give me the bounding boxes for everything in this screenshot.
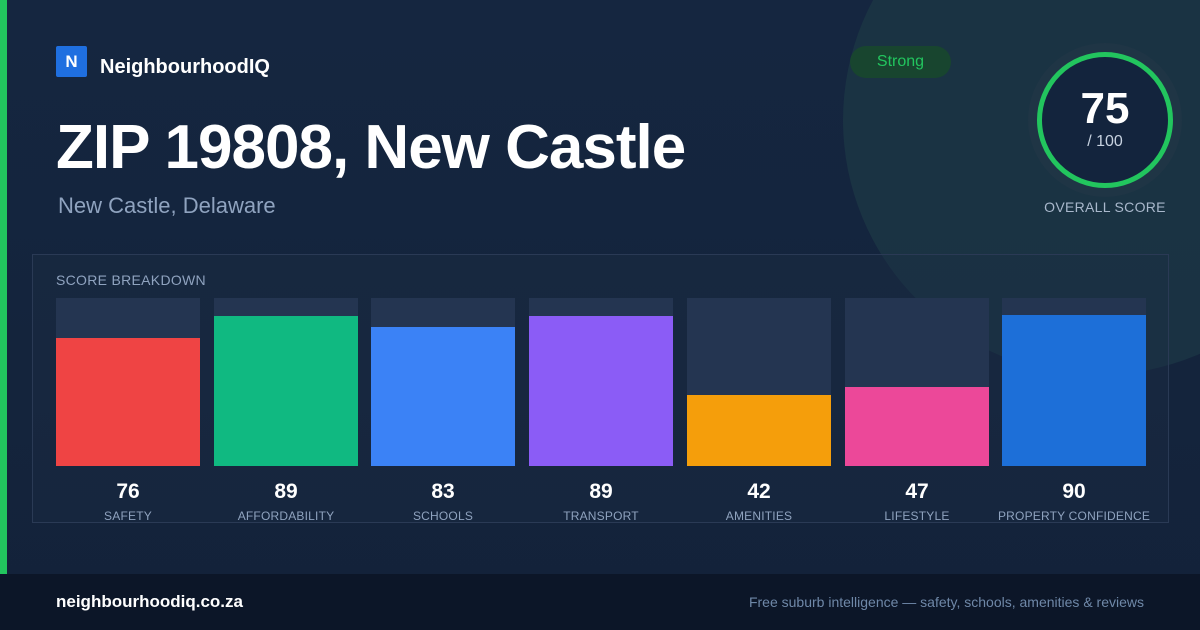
score-bar-label: SAFETY <box>104 509 152 523</box>
score-bar-track <box>371 298 515 466</box>
footer-tagline: Free suburb intelligence — safety, schoo… <box>748 594 1144 610</box>
score-bar <box>529 316 673 466</box>
score-bar-value: 83 <box>431 480 455 503</box>
overall-score-label: OVERALL SCORE <box>1044 199 1166 215</box>
score-bar-value: 90 <box>1062 480 1086 503</box>
location-subtitle: New Castle, Delaware <box>58 193 276 218</box>
score-bar-value: 89 <box>589 480 613 503</box>
page-title: ZIP 19808, New Castle <box>56 113 686 182</box>
score-bar-track <box>56 298 200 466</box>
score-bar-label: PROPERTY CONFIDENCE <box>997 509 1151 523</box>
score-bar <box>56 338 200 466</box>
score-bar-label: SCHOOLS <box>412 509 474 523</box>
score-bar <box>687 395 831 466</box>
score-bar-track <box>687 298 831 466</box>
score-bar-track <box>529 298 673 466</box>
score-breakdown-title: SCORE BREAKDOWN <box>56 272 206 288</box>
score-bar-label: TRANSPORT <box>563 509 639 523</box>
overall-score-value: 75 <box>1080 84 1130 133</box>
brand-name: NeighbourhoodIQ <box>100 56 270 78</box>
score-bar-label: AMENITIES <box>725 509 793 523</box>
score-bar-value: 42 <box>747 480 771 503</box>
score-bar-label: LIFESTYLE <box>884 509 950 523</box>
score-bar <box>845 387 989 466</box>
accent-stripe <box>0 0 7 574</box>
brand-logo-letter: N <box>65 51 78 71</box>
score-bar-value: 47 <box>905 480 929 503</box>
score-bar <box>371 327 515 466</box>
score-bar-label: AFFORDABILITY <box>237 509 335 523</box>
score-bar-track <box>214 298 358 466</box>
score-bar <box>1002 315 1146 466</box>
score-bar-value: 89 <box>274 480 298 503</box>
brand-logo-icon: N <box>56 46 87 77</box>
footer <box>0 574 1200 630</box>
score-bar-track <box>1002 298 1146 466</box>
footer-url[interactable]: neighbourhoodiq.co.za <box>56 592 243 611</box>
score-bar-track <box>845 298 989 466</box>
score-bar-value: 76 <box>116 480 140 503</box>
score-ring <box>1037 52 1173 188</box>
overall-score-denominator: / 100 <box>1087 133 1123 150</box>
score-bar <box>214 316 358 466</box>
rating-badge: Strong <box>850 46 951 78</box>
